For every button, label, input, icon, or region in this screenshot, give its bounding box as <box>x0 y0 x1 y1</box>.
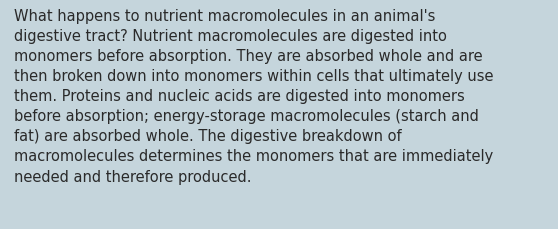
Text: What happens to nutrient macromolecules in an animal's
digestive tract? Nutrient: What happens to nutrient macromolecules … <box>14 9 493 184</box>
